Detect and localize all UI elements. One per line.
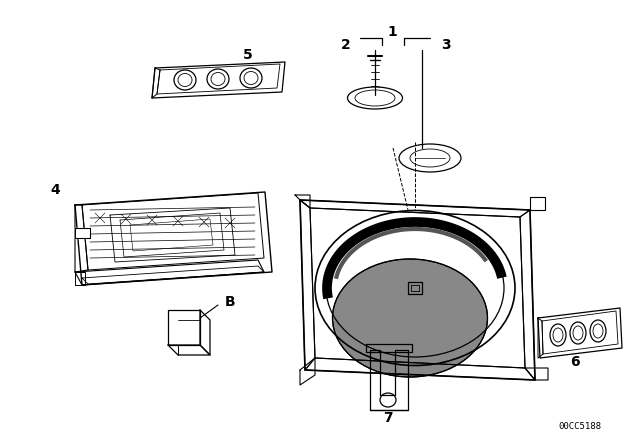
Polygon shape bbox=[75, 228, 90, 238]
Ellipse shape bbox=[333, 259, 488, 377]
Text: 4: 4 bbox=[50, 183, 60, 197]
Text: 3: 3 bbox=[441, 38, 451, 52]
Text: 6: 6 bbox=[570, 355, 580, 369]
Text: 7: 7 bbox=[383, 411, 393, 425]
Text: B: B bbox=[225, 295, 236, 309]
Text: 5: 5 bbox=[243, 48, 253, 62]
Text: 1: 1 bbox=[387, 25, 397, 39]
Text: 2: 2 bbox=[341, 38, 351, 52]
Text: 00CC5188: 00CC5188 bbox=[559, 422, 602, 431]
